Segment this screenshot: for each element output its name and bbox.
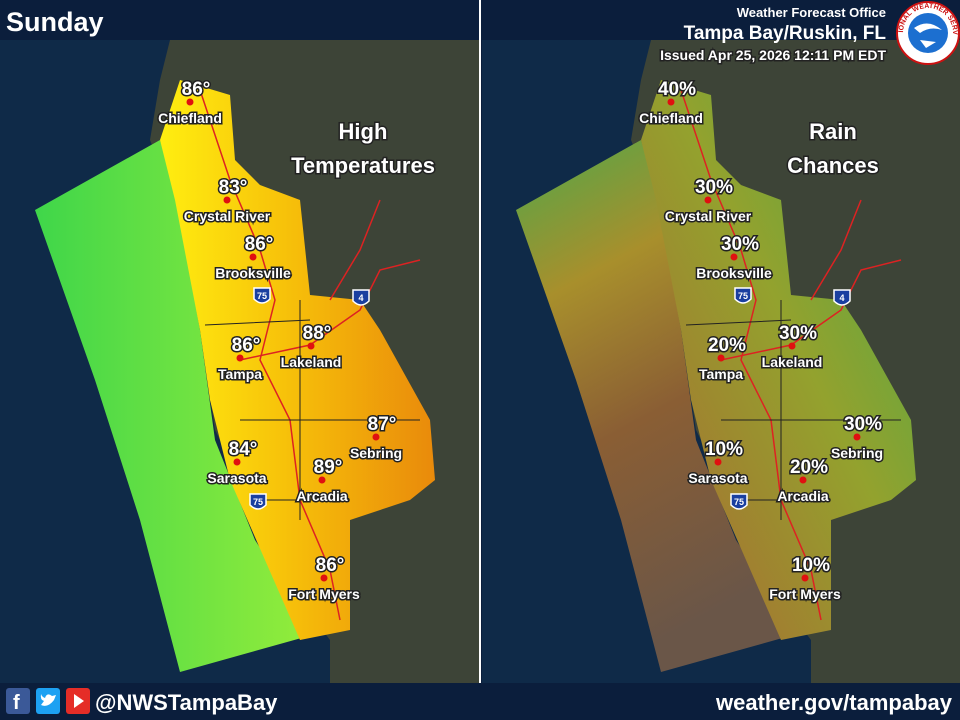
city-label: Sarasota xyxy=(207,470,266,486)
land-zone xyxy=(641,80,916,640)
city-label: Crystal River xyxy=(184,208,271,224)
city-dot xyxy=(717,354,725,362)
youtube-glyph xyxy=(74,694,84,708)
forecast-value: 86° xyxy=(245,234,274,255)
city-label: Tampa xyxy=(699,366,743,382)
twitter-glyph xyxy=(40,694,56,706)
forecast-value: 89° xyxy=(314,457,343,478)
panel-title: Rain xyxy=(809,119,857,144)
interstate-number: 75 xyxy=(253,497,263,507)
city-label: Chiefland xyxy=(158,110,222,126)
city-label: Arcadia xyxy=(777,488,829,504)
forecast-value: 88° xyxy=(303,323,332,344)
city-dot xyxy=(801,574,809,582)
city-label: Sebring xyxy=(350,445,402,461)
interstate-number: 75 xyxy=(257,291,267,301)
map-panel: 75 4 75 Rain Chances 40% Chiefland 30% Crystal R… xyxy=(516,40,960,683)
city-label: Lakeland xyxy=(762,354,823,370)
gulf-zone xyxy=(35,140,330,672)
interstate-shield xyxy=(253,287,271,304)
footer-bar xyxy=(0,683,960,720)
city-dot xyxy=(730,253,738,261)
forecast-value: 30% xyxy=(844,414,882,435)
map-panel: 75 4 75 High Temperatures 86° Chiefland 83° Crys… xyxy=(35,40,479,683)
forecast-value: 30% xyxy=(721,234,759,255)
forecast-value: 87° xyxy=(368,414,397,435)
forecast-value: 40% xyxy=(658,79,696,100)
city-dot xyxy=(788,342,796,350)
forecast-value: 86° xyxy=(232,335,261,356)
forecast-value: 10% xyxy=(792,555,830,576)
forecast-value: 30% xyxy=(695,177,733,198)
panel-title: Chances xyxy=(787,153,879,178)
panel-title: High xyxy=(339,119,388,144)
city-dot xyxy=(223,196,231,204)
interstate-shield xyxy=(249,493,267,510)
facebook-icon[interactable] xyxy=(6,688,30,714)
forecast-value: 20% xyxy=(708,335,746,356)
city-label: Brooksville xyxy=(215,265,291,281)
office-label: Weather Forecast Office xyxy=(737,5,886,20)
forecast-value: 20% xyxy=(790,457,828,478)
forecast-value: 10% xyxy=(705,439,743,460)
gulf-zone xyxy=(516,140,811,672)
forecast-value: 30% xyxy=(779,323,817,344)
issued-time: Issued Apr 25, 2026 12:11 PM EDT xyxy=(660,47,886,63)
city-dot xyxy=(186,98,194,106)
city-dot xyxy=(307,342,315,350)
interstate-shield xyxy=(833,289,851,306)
forecast-value: 86° xyxy=(182,79,211,100)
facebook-glyph: f xyxy=(13,692,20,714)
city-dot xyxy=(704,196,712,204)
city-dot xyxy=(233,458,241,466)
city-label: Fort Myers xyxy=(769,586,841,602)
city-dot xyxy=(667,98,675,106)
panel-title: Temperatures xyxy=(291,153,435,178)
city-dot xyxy=(249,253,257,261)
city-label: Sarasota xyxy=(688,470,747,486)
city-dot xyxy=(318,476,326,484)
interstate-number: 75 xyxy=(738,291,748,301)
city-label: Lakeland xyxy=(281,354,342,370)
city-dot xyxy=(714,458,722,466)
city-dot xyxy=(320,574,328,582)
city-dot xyxy=(799,476,807,484)
interstate-shield xyxy=(730,493,748,510)
interstate-number: 4 xyxy=(358,293,363,303)
forecast-value: 83° xyxy=(219,177,248,198)
city-label: Tampa xyxy=(218,366,262,382)
city-dot xyxy=(853,433,861,441)
website: weather.gov/tampabay xyxy=(715,690,953,715)
city-label: Sebring xyxy=(831,445,883,461)
city-label: Brooksville xyxy=(696,265,772,281)
city-dot xyxy=(372,433,380,441)
interstate-shield xyxy=(734,287,752,304)
social-handle: @NWSTampaBay xyxy=(95,690,278,715)
forecast-value: 86° xyxy=(316,555,345,576)
city-dot xyxy=(236,354,244,362)
land-zone xyxy=(160,80,435,640)
city-label: Crystal River xyxy=(665,208,752,224)
interstate-number: 75 xyxy=(734,497,744,507)
city-label: Fort Myers xyxy=(288,586,360,602)
city-label: Chiefland xyxy=(639,110,703,126)
forecast-value: 84° xyxy=(229,439,258,460)
day-title: Sunday xyxy=(6,7,104,37)
interstate-number: 4 xyxy=(839,293,844,303)
city-label: Arcadia xyxy=(296,488,348,504)
interstate-shield xyxy=(352,289,370,306)
office-name: Tampa Bay/Ruskin, FL xyxy=(684,23,887,44)
